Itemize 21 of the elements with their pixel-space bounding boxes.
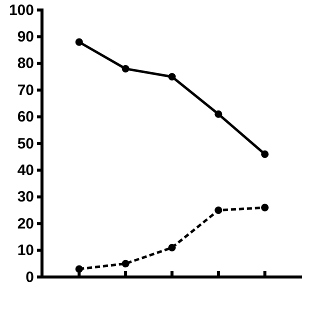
- y-tick-label: 70: [17, 82, 34, 99]
- point: [214, 206, 222, 214]
- point: [214, 110, 222, 118]
- point: [168, 72, 176, 81]
- y-tick-label: 0: [26, 268, 34, 286]
- point: [261, 150, 269, 158]
- point: [75, 38, 83, 46]
- y-tick-label: 100: [8, 2, 34, 19]
- point: [75, 265, 83, 273]
- y-tick-label: 60: [17, 108, 34, 126]
- point: [122, 260, 130, 268]
- y-tick-label: 80: [17, 55, 34, 72]
- y-tick-label: 20: [17, 215, 34, 232]
- y-tick-label: 10: [17, 242, 34, 260]
- point: [168, 244, 176, 252]
- y-tick-label: 40: [17, 162, 34, 179]
- y-tick-label: 30: [17, 188, 34, 206]
- y-tick-label: 50: [17, 135, 34, 152]
- point: [261, 204, 269, 212]
- point: [122, 64, 130, 73]
- y-tick-label: 90: [17, 28, 34, 46]
